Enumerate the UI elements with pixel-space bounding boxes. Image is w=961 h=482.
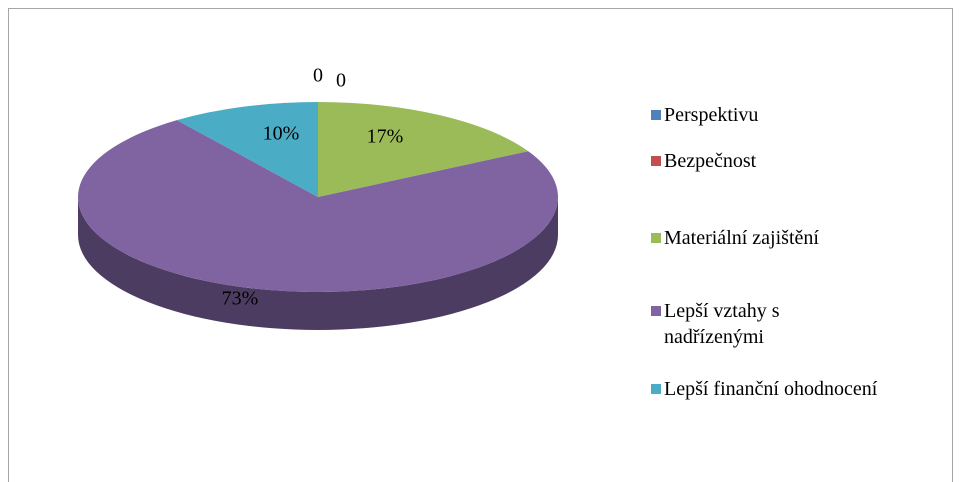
data-label: 10% [263,123,300,145]
legend-label: Perspektivu [664,104,759,126]
legend-label: Materiální zajištění [664,227,819,249]
pie-side [78,197,558,330]
legend-swatch [651,306,661,316]
legend-swatch [651,156,661,166]
data-label: 17% [367,126,404,148]
pie-slice [176,102,318,197]
data-label: 0 [313,65,323,87]
legend-item: Perspektivu [651,102,941,128]
legend-swatch [651,110,661,120]
legend-item: Materiální zajištění [651,225,941,251]
data-label: 73% [222,288,259,310]
legend-item: Lepší finanční ohodnocení [651,376,951,402]
legend-label: Lepší finanční ohodnocení [664,378,878,400]
legend-label: Bezpečnost [664,150,757,172]
legend-item: Bezpečnost [651,148,941,174]
chart-frame [8,8,953,482]
data-label: 0 [336,70,346,92]
pie-slice [78,120,558,292]
legend-item: Lepší vztahy s nadřízenými [651,298,811,350]
legend-swatch [651,233,661,243]
pie-slice [318,102,529,197]
legend-label: Lepší vztahy s nadřízenými [664,300,780,348]
legend-swatch [651,384,661,394]
